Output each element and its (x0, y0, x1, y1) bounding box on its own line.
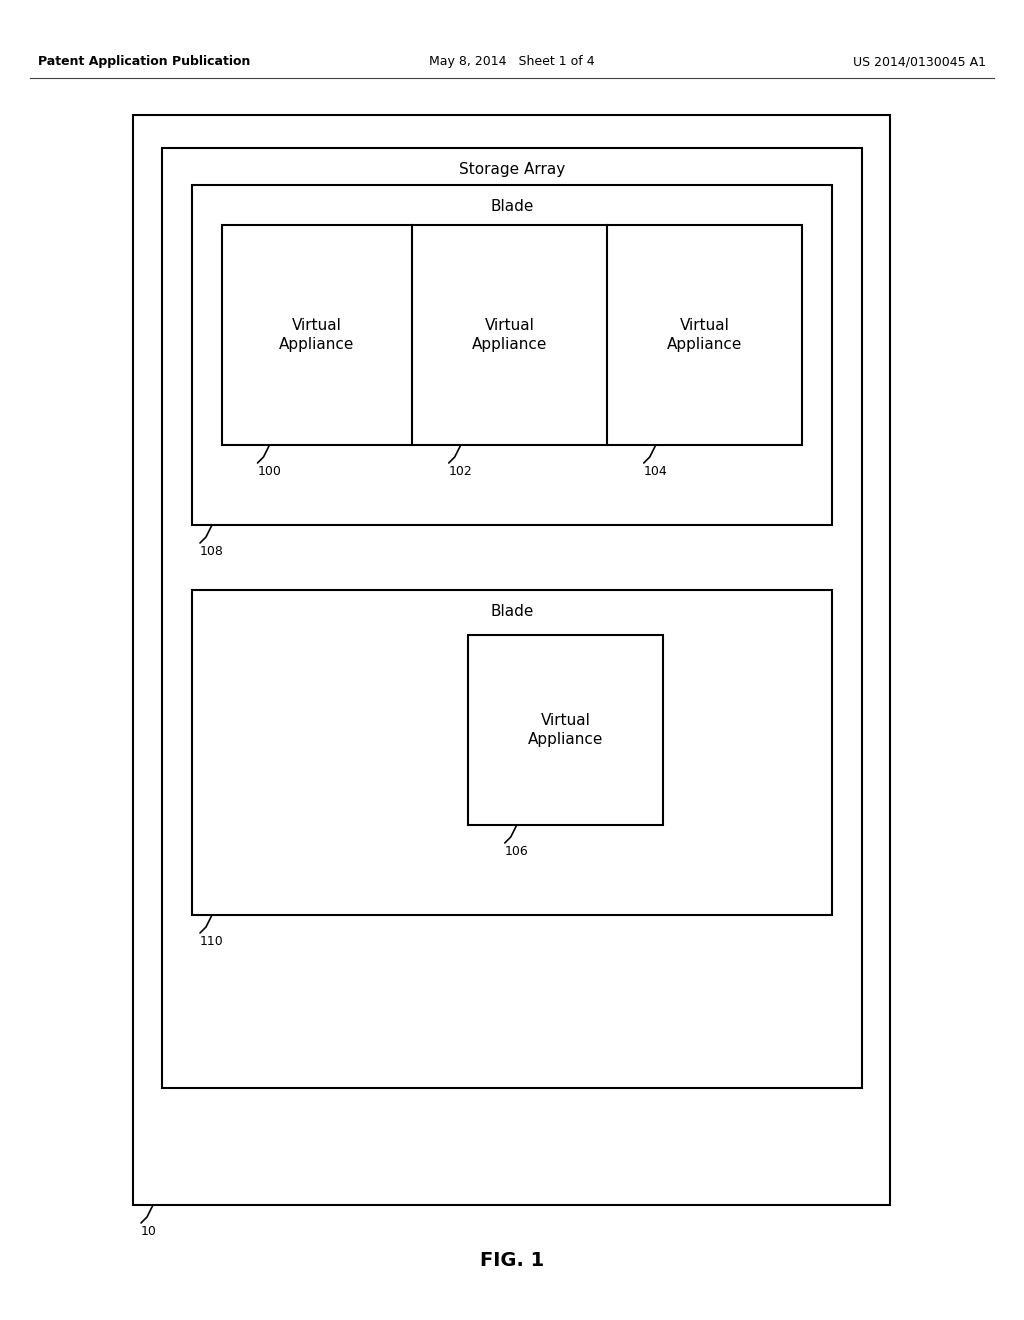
Text: 102: 102 (449, 465, 472, 478)
Text: 10: 10 (141, 1225, 157, 1238)
Text: Blade: Blade (490, 199, 534, 214)
Bar (193, 185, 831, 525)
Text: 104: 104 (644, 465, 668, 478)
Text: 100: 100 (257, 465, 282, 478)
Text: 110: 110 (200, 935, 224, 948)
Text: 108: 108 (200, 545, 224, 558)
Text: Patent Application Publication: Patent Application Publication (38, 55, 251, 69)
Bar (222, 224, 802, 445)
Text: Storage Array: Storage Array (459, 162, 565, 177)
Text: US 2014/0130045 A1: US 2014/0130045 A1 (853, 55, 986, 69)
Bar (162, 148, 862, 1088)
Text: Blade: Blade (490, 605, 534, 619)
Bar (468, 635, 663, 825)
Bar (193, 590, 831, 915)
Text: Virtual
Appliance: Virtual Appliance (667, 318, 742, 352)
Text: Virtual
Appliance: Virtual Appliance (527, 713, 603, 747)
Bar (133, 115, 890, 1205)
Text: 106: 106 (505, 845, 528, 858)
Text: May 8, 2014   Sheet 1 of 4: May 8, 2014 Sheet 1 of 4 (429, 55, 595, 69)
Text: FIG. 1: FIG. 1 (480, 1250, 544, 1270)
Text: Virtual
Appliance: Virtual Appliance (280, 318, 354, 352)
Text: Virtual
Appliance: Virtual Appliance (472, 318, 547, 352)
